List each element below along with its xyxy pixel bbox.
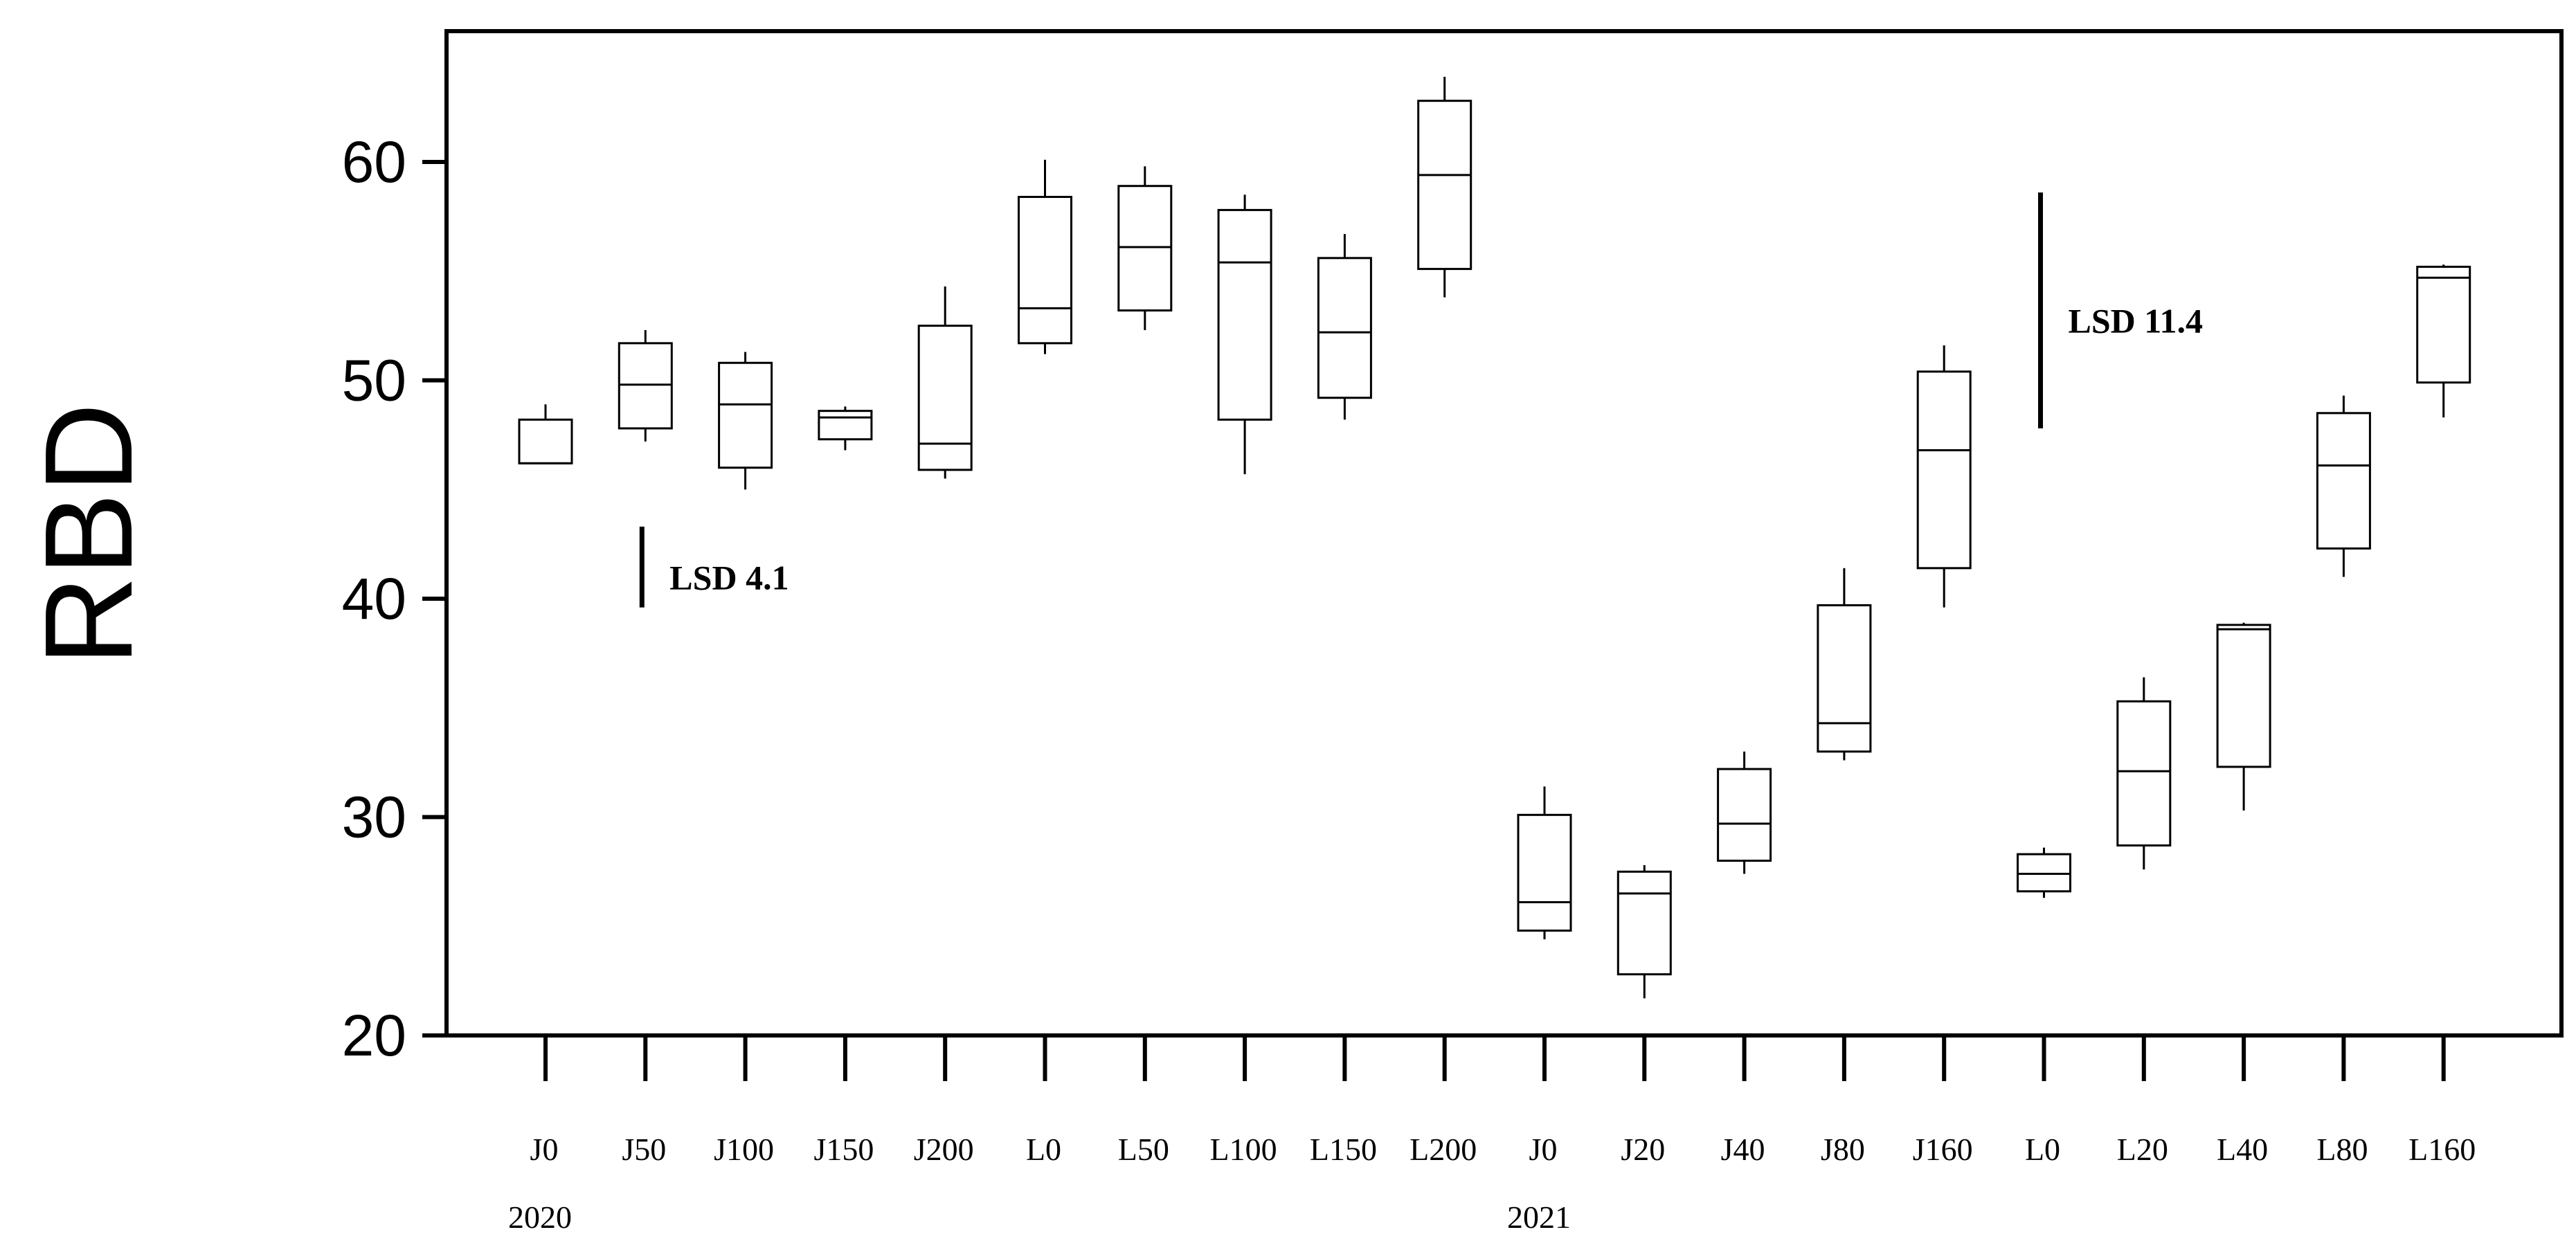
box-iqr bbox=[917, 325, 973, 471]
y-tick-label: 30 bbox=[342, 785, 406, 850]
x-tick-label: L0 bbox=[2025, 1132, 2060, 1167]
box-iqr bbox=[2216, 624, 2271, 768]
box-iqr bbox=[1317, 257, 1372, 399]
box-iqr bbox=[718, 361, 773, 469]
x-tick-label: L40 bbox=[2217, 1132, 2268, 1167]
y-tick-label: 60 bbox=[342, 129, 406, 194]
box-iqr bbox=[1417, 100, 1472, 271]
x-tick-label: J100 bbox=[714, 1132, 774, 1167]
box-iqr bbox=[1717, 768, 1772, 862]
year-group-label: 2021 bbox=[1507, 1199, 1571, 1235]
box-iqr bbox=[1217, 208, 1272, 421]
x-tick-label: L100 bbox=[1210, 1132, 1277, 1167]
lsd-label: LSD 11.4 bbox=[2069, 302, 2204, 341]
x-tick-label: L80 bbox=[2316, 1132, 2368, 1167]
year-group-label: 2020 bbox=[508, 1199, 572, 1235]
x-tick-label: L150 bbox=[1310, 1132, 1377, 1167]
plot-frame bbox=[444, 29, 2564, 1038]
box-iqr bbox=[518, 418, 573, 464]
y-tick-label: 40 bbox=[342, 566, 406, 631]
x-tick-label: L200 bbox=[1409, 1132, 1477, 1167]
box-iqr bbox=[1517, 813, 1572, 932]
box-iqr bbox=[1117, 185, 1173, 312]
box-iqr bbox=[1018, 195, 1072, 345]
x-tick-label: L50 bbox=[1118, 1132, 1169, 1167]
y-tick-label: 20 bbox=[342, 1003, 406, 1068]
lsd-label: LSD 4.1 bbox=[669, 558, 789, 597]
box-iqr bbox=[818, 410, 873, 441]
x-tick-label: J0 bbox=[1529, 1132, 1558, 1167]
x-tick-label: J200 bbox=[914, 1132, 974, 1167]
x-tick-label: J40 bbox=[1721, 1132, 1765, 1167]
x-tick-label: L0 bbox=[1026, 1132, 1061, 1167]
x-tick-label: J50 bbox=[622, 1132, 666, 1167]
x-tick-label: J150 bbox=[813, 1132, 874, 1167]
box-iqr bbox=[1616, 870, 1672, 976]
box-iqr bbox=[2017, 853, 2071, 893]
y-tick-label: 50 bbox=[342, 348, 406, 413]
y-axis-label: RBD bbox=[19, 403, 159, 666]
box-iqr bbox=[1817, 604, 1872, 753]
x-tick-label: J0 bbox=[530, 1132, 559, 1167]
box-iqr bbox=[618, 342, 673, 430]
box-iqr bbox=[2316, 412, 2371, 550]
x-tick-label: J80 bbox=[1821, 1132, 1865, 1167]
x-tick-label: L20 bbox=[2117, 1132, 2168, 1167]
x-tick-label: L160 bbox=[2408, 1132, 2476, 1167]
x-tick-label: J20 bbox=[1621, 1132, 1665, 1167]
box-iqr bbox=[1916, 370, 1972, 570]
box-iqr bbox=[2416, 265, 2471, 384]
x-tick-label: J160 bbox=[1913, 1132, 1973, 1167]
box-iqr bbox=[2116, 700, 2172, 847]
